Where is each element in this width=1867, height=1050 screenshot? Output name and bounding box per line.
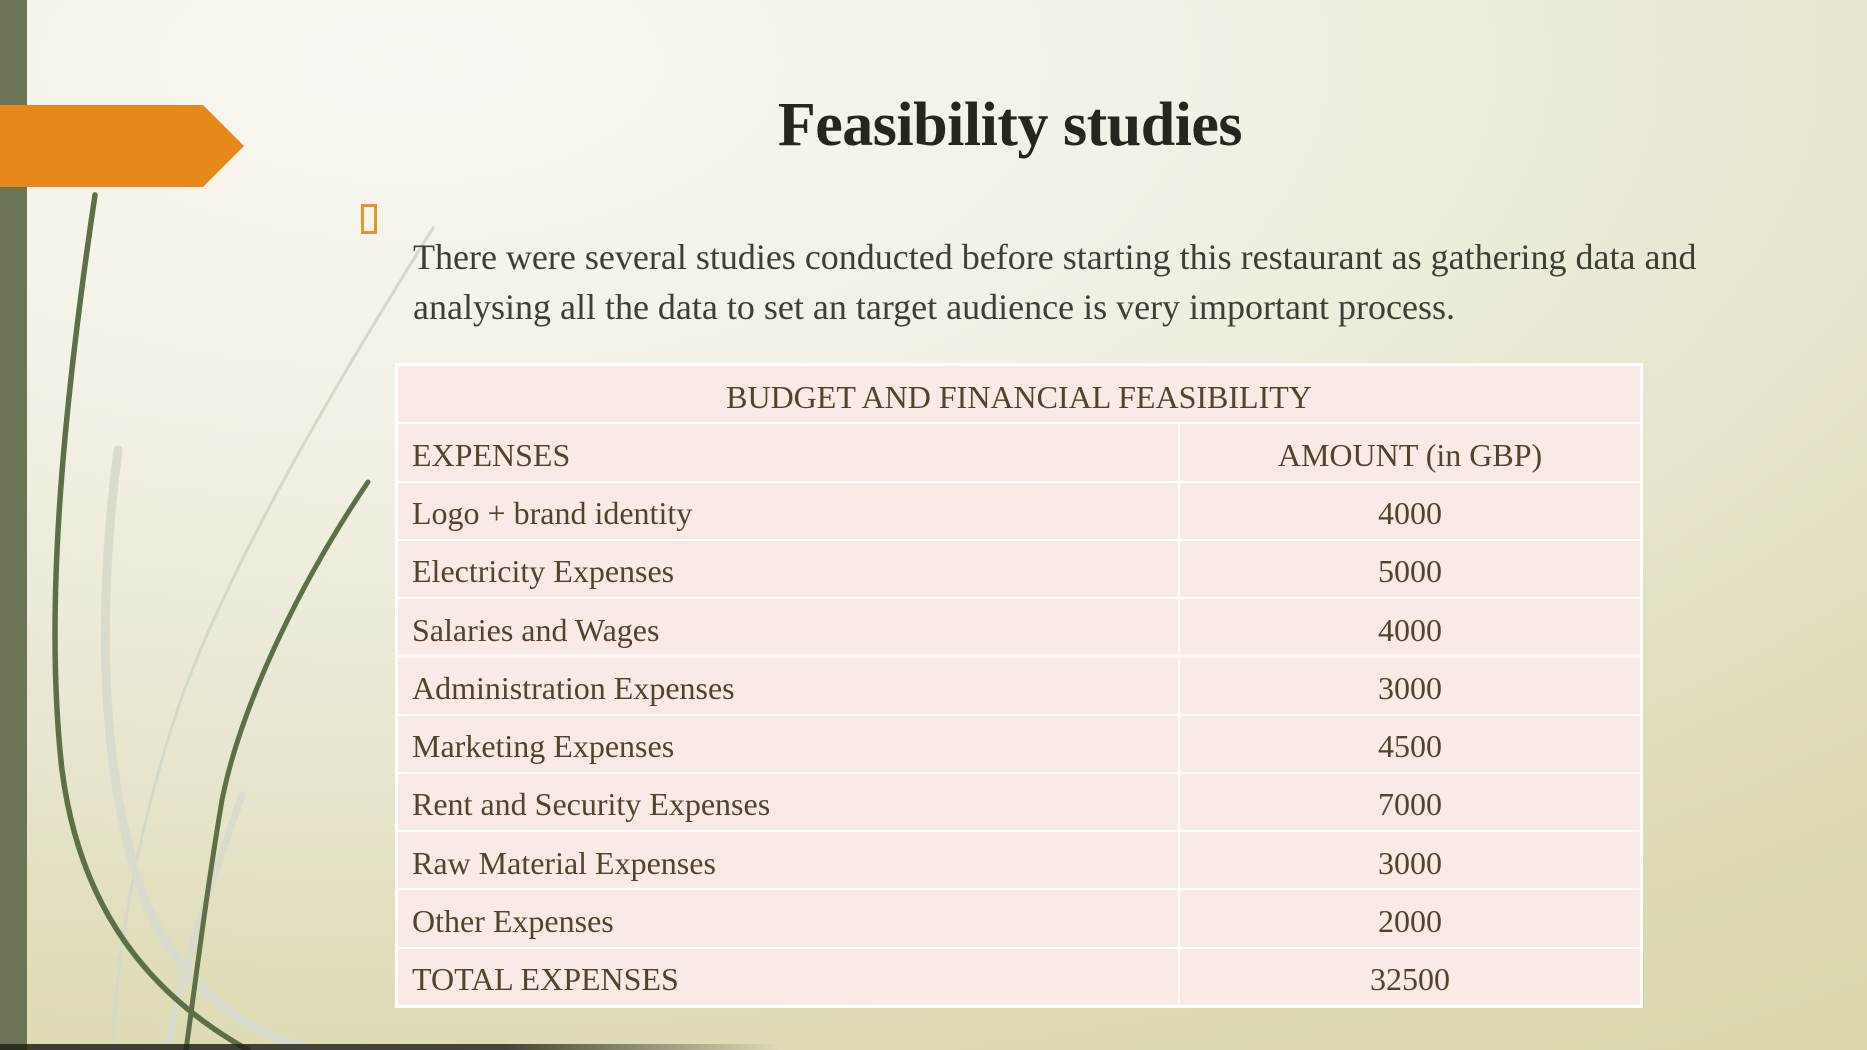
grass-blade-light-short (163, 791, 246, 1050)
expense-amount-cell: 3000 (1180, 657, 1640, 714)
expense-label-cell: Electricity Expenses (398, 540, 1178, 598)
expense-label-cell: Logo + brand identity (398, 482, 1178, 539)
expense-label-cell: Raw Material Expenses (398, 832, 1178, 889)
expense-amount-cell: 4500 (1180, 715, 1640, 772)
grass-blade-dark-tall (52, 192, 251, 1050)
arrow-banner-icon (0, 105, 244, 187)
table-row: Rent and Security Expenses 7000 (398, 773, 1640, 831)
expense-amount-cell: 3000 (1180, 832, 1640, 889)
bottom-edge-shadow (0, 1044, 780, 1050)
expense-amount-cell: 7000 (1180, 773, 1640, 831)
table-header-row: EXPENSES AMOUNT (in GBP) (398, 424, 1640, 481)
table-row: Other Expenses 2000 (398, 890, 1640, 947)
table-total-row: TOTAL EXPENSES 32500 (398, 948, 1640, 1005)
bullet-marker-icon (361, 204, 377, 234)
table-row: Electricity Expenses 5000 (398, 540, 1640, 598)
expense-label-cell: Marketing Expenses (398, 715, 1178, 772)
column-header-expenses: EXPENSES (398, 424, 1178, 481)
grass-blade-light-thick (100, 445, 315, 1050)
expense-label-cell: Other Expenses (398, 890, 1178, 947)
total-amount-cell: 32500 (1180, 948, 1640, 1005)
expense-amount-cell: 2000 (1180, 890, 1640, 947)
expense-label-cell: Administration Expenses (398, 657, 1178, 714)
bullet-paragraph: There were several studies conducted bef… (413, 237, 1697, 327)
grass-blade-dark-mid (183, 479, 371, 1050)
table-row: Salaries and Wages 4000 (398, 599, 1640, 656)
expense-amount-cell: 4000 (1180, 599, 1640, 656)
table-title: BUDGET AND FINANCIAL FEASIBILITY (398, 366, 1640, 423)
expense-amount-cell: 4000 (1180, 482, 1640, 539)
total-label-cell: TOTAL EXPENSES (398, 948, 1178, 1005)
expense-amount-cell: 5000 (1180, 540, 1640, 598)
table-row: Raw Material Expenses 3000 (398, 832, 1640, 889)
budget-table: BUDGET AND FINANCIAL FEASIBILITY EXPENSE… (395, 363, 1643, 1008)
expense-label-cell: Salaries and Wages (398, 599, 1178, 656)
expense-label-cell: Rent and Security Expenses (398, 773, 1178, 831)
table-row: Administration Expenses 3000 (398, 657, 1640, 714)
table-row: Marketing Expenses 4500 (398, 715, 1640, 772)
table-row: Logo + brand identity 4000 (398, 482, 1640, 539)
column-header-amount: AMOUNT (in GBP) (1180, 424, 1640, 481)
table-title-row: BUDGET AND FINANCIAL FEASIBILITY (398, 366, 1640, 423)
slide-title: Feasibility studies (777, 90, 1243, 159)
grass-blade-light-long (111, 226, 435, 1050)
